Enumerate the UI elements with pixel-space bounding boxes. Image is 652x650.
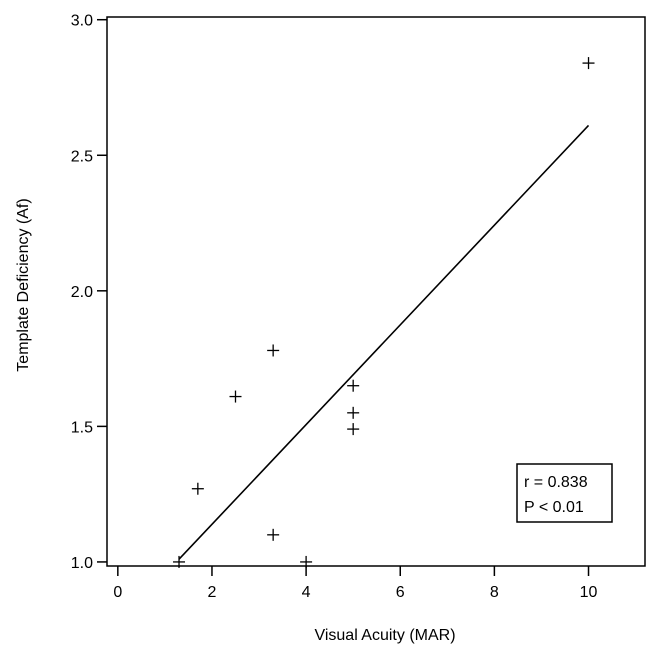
x-axis-title: Visual Acuity (MAR) — [314, 627, 455, 644]
y-tick-label: 1.0 — [71, 555, 93, 572]
data-point — [267, 344, 280, 357]
data-points — [173, 57, 595, 568]
x-tick-label: 2 — [208, 584, 217, 601]
y-tick-label: 2.0 — [71, 284, 93, 301]
x-tick-label: 0 — [113, 584, 122, 601]
y-axis-title: Template Deficiency (Af) — [15, 198, 32, 371]
x-tick-label: 8 — [490, 584, 499, 601]
data-point — [582, 57, 595, 70]
y-tick-label: 1.5 — [71, 419, 93, 436]
stats-box — [516, 463, 613, 523]
data-point — [347, 423, 360, 436]
data-point — [173, 555, 186, 568]
y-tick-label: 2.5 — [71, 148, 93, 165]
data-point — [347, 379, 360, 392]
x-tick-label: 4 — [302, 584, 311, 601]
data-point — [267, 528, 280, 541]
regression-line-group — [178, 124, 590, 560]
regression-line — [178, 124, 590, 560]
x-tick-label: 6 — [396, 584, 405, 601]
x-tick-label: 10 — [580, 584, 598, 601]
data-point — [191, 482, 204, 495]
stats-annotation: r = 0.838 P < 0.01 — [516, 463, 613, 523]
y-tick-label: 3.0 — [71, 13, 93, 30]
data-point — [229, 390, 242, 403]
axes: 0 2 4 6 8 10 1.0 1.5 2.0 2.5 3.0 — [71, 13, 646, 601]
stats-p-value: P < 0.01 — [524, 499, 584, 516]
data-point — [300, 555, 313, 568]
data-point — [347, 406, 360, 419]
stats-r-value: r = 0.838 — [524, 474, 588, 491]
